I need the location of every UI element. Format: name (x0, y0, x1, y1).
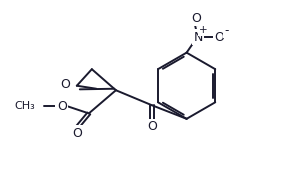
Text: O: O (192, 12, 201, 25)
Text: -: - (224, 24, 228, 37)
Text: O: O (215, 31, 225, 43)
Text: O: O (57, 100, 67, 113)
Text: O: O (72, 127, 82, 140)
Text: +: + (199, 25, 207, 35)
Text: O: O (147, 120, 157, 133)
Text: O: O (60, 78, 70, 91)
Text: N: N (193, 31, 203, 43)
Text: CH₃: CH₃ (15, 101, 36, 111)
